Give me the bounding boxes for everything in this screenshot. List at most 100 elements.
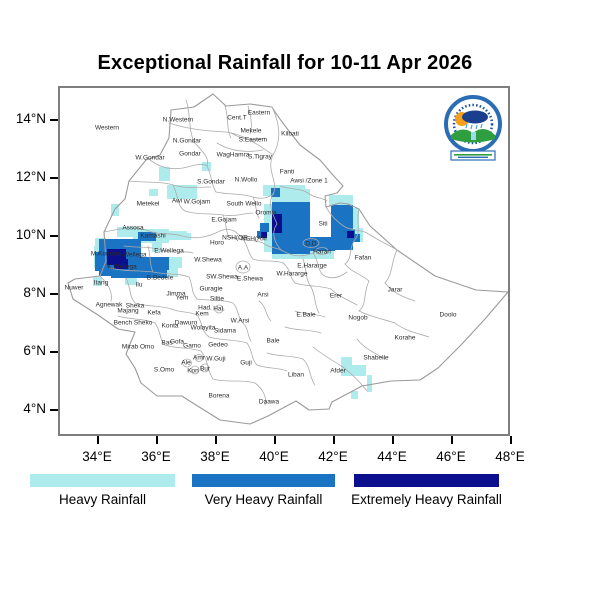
rain-cell-heavy — [272, 250, 334, 259]
zone-label: N.Wollo — [234, 176, 258, 184]
zone-label: Metekel — [136, 200, 160, 208]
legend-label-extreme: Extremely Heavy Rainfall — [351, 492, 502, 507]
rain-cell-heavy — [350, 208, 359, 228]
zone-label: Siltie — [209, 295, 225, 303]
legend-swatch-very_heavy — [192, 474, 335, 487]
rain-cell-very_heavy — [139, 257, 169, 270]
x-axis-tick — [451, 436, 453, 444]
zone-label: Jimma — [166, 290, 186, 298]
zone-label: Ale — [181, 359, 191, 367]
zone-label: W.Hararge — [276, 270, 308, 278]
rain-cell-heavy — [183, 233, 191, 240]
zone-label: E.Wellega — [154, 247, 184, 255]
zone-label: S.Omo — [153, 366, 175, 374]
x-axis-tick — [392, 436, 394, 444]
zone-label: Horo — [209, 239, 225, 247]
zone-label: Fanti — [279, 168, 295, 176]
rain-cell-heavy — [167, 231, 187, 240]
zone-label: Siti — [318, 220, 328, 228]
rain-cell-heavy — [168, 257, 182, 268]
y-axis-tick-label: 10°N — [15, 227, 46, 242]
zone-label: Majang — [117, 307, 139, 315]
zone-label: S.Eastern — [238, 136, 268, 144]
logo-arc-text — [452, 103, 494, 145]
zone-label: Fafan — [354, 254, 372, 262]
legend-label-very_heavy: Very Heavy Rainfall — [204, 492, 323, 507]
zone-label: Hal. — [213, 305, 225, 313]
zone-label: Awi — [171, 197, 183, 205]
zone-label: Guji — [240, 359, 252, 367]
zone-label: Nuwer — [64, 284, 84, 292]
zone-label: Awsi /Zone 1 — [290, 177, 328, 185]
y-axis-tick — [50, 409, 58, 411]
zone-label: South Wello — [226, 200, 262, 208]
rain-cell-heavy — [117, 227, 138, 237]
zone-label: Western — [94, 124, 120, 132]
rain-cell-heavy — [295, 189, 310, 198]
zone-label: E.Hararge — [297, 262, 327, 270]
x-axis-tick-label: 46°E — [436, 449, 466, 464]
zone-label: Sidama — [213, 327, 237, 335]
zone-label: SW.Shewa — [206, 273, 238, 281]
interior-zone-lines — [99, 99, 430, 406]
zone-label: K.Wellega — [107, 263, 137, 271]
x-axis-tick-label: 40°E — [259, 449, 289, 464]
zone-label: Gedeo — [208, 341, 228, 349]
x-axis-tick-label: 44°E — [377, 449, 407, 464]
rain-cell-heavy — [367, 375, 372, 392]
rain-cell-heavy — [159, 167, 170, 181]
zone-label: D.D — [305, 240, 317, 248]
zone-label: Kon — [187, 367, 199, 375]
zone-label: Yem — [175, 294, 189, 302]
zone-label: Mekele — [240, 127, 262, 135]
zone-label: Had. — [198, 304, 212, 312]
legend-swatch-heavy — [30, 474, 175, 487]
zone-label: NSH(OR — [222, 234, 248, 242]
zone-label: Nogob — [348, 314, 368, 322]
x-axis-tick — [333, 436, 335, 444]
zone-label: Oromia — [255, 209, 277, 217]
zone-label: Harari — [313, 248, 331, 256]
zone-label: Bench Sheko — [113, 319, 153, 327]
x-axis-tick — [274, 436, 276, 444]
y-axis-tick-label: 6°N — [23, 343, 46, 358]
zone-label: Kefa — [147, 309, 161, 317]
zone-label: Mirab Omo — [121, 343, 155, 351]
rain-cell-heavy — [272, 193, 310, 204]
y-axis-tick — [50, 235, 58, 237]
zone-label: Kilbati — [281, 130, 299, 138]
zone-label: NSH(AM — [241, 235, 267, 243]
zone-label: S.Tigray — [248, 153, 272, 161]
zone-label: Kem — [195, 310, 209, 318]
y-axis-tick — [50, 293, 58, 295]
x-axis-tick-label: 48°E — [495, 449, 525, 464]
rain-cell-heavy — [329, 195, 353, 206]
rain-cell-extreme — [347, 231, 354, 238]
zone-label: Shabelle — [363, 354, 389, 362]
zone-label: Ilu — [135, 281, 143, 289]
zone-label: Doolo — [439, 311, 457, 319]
rain-cell-heavy — [202, 162, 211, 171]
rain-cell-heavy — [125, 277, 137, 285]
rain-cell-heavy — [341, 365, 366, 376]
x-axis-tick — [215, 436, 217, 444]
zone-label: Cent.T — [227, 114, 247, 122]
zone-label: E.Bale — [296, 311, 316, 319]
zone-label: B.Bedele — [146, 274, 174, 282]
y-axis-tick — [50, 177, 58, 179]
zone-label: Daawa — [258, 398, 280, 406]
y-axis-tick-label: 14°N — [15, 111, 46, 126]
zone-label: N.Gondar — [172, 137, 202, 145]
zone-label: Erer — [329, 292, 343, 300]
zone-label: E.Gojam — [211, 216, 237, 224]
zone-label: W.Gondar — [135, 154, 165, 162]
zone-label: Borena — [208, 392, 230, 400]
rain-cell-very_heavy — [138, 232, 156, 241]
rain-cell-very_heavy — [271, 188, 280, 197]
x-axis-tick — [156, 436, 158, 444]
x-axis-tick-label: 34°E — [82, 449, 112, 464]
rain-cell-heavy — [341, 357, 352, 369]
zone-label: W.Shewa — [194, 256, 222, 264]
